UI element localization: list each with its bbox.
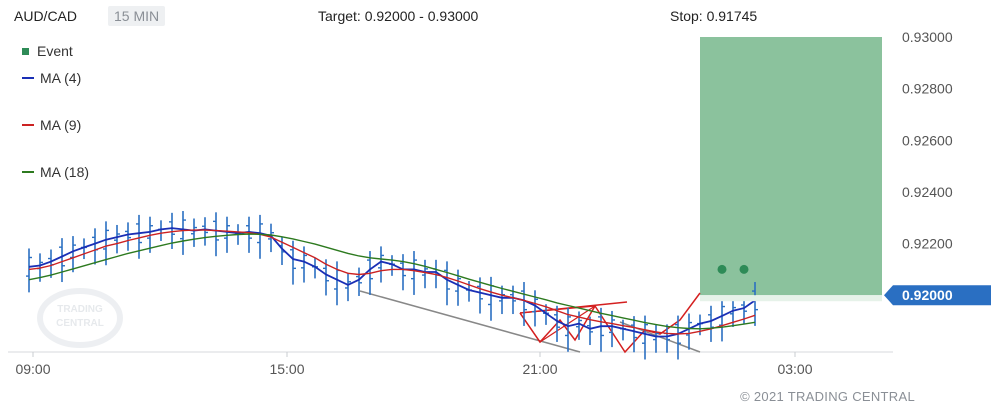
legend-event: Event xyxy=(22,43,73,59)
x-tick-label: 15:00 xyxy=(269,361,304,377)
copyright: © 2021 TRADING CENTRAL xyxy=(740,389,915,404)
interval-badge[interactable]: 15 MIN xyxy=(108,6,166,26)
trading-central-watermark: TRADING CENTRAL xyxy=(37,288,123,348)
ma9-line xyxy=(28,229,756,335)
channel-lines xyxy=(359,290,701,353)
y-axis: 0.93000 0.92800 0.92600 0.92400 0.92200 xyxy=(902,29,953,252)
events xyxy=(717,264,749,274)
watermark-text-2: CENTRAL xyxy=(56,318,104,329)
current-price-text: 0.92000 xyxy=(902,287,953,303)
legend-ma9-label: MA (9) xyxy=(40,117,82,133)
moving-averages xyxy=(28,227,756,338)
legend-ma18-label: MA (18) xyxy=(40,164,90,180)
symbol-label: AUD/CAD xyxy=(14,8,78,24)
ma18-line xyxy=(28,233,756,330)
ma9-swatch xyxy=(22,124,34,126)
y-tick-label: 0.92800 xyxy=(902,81,953,97)
x-tick-label: 09:00 xyxy=(15,361,50,377)
ma4-line xyxy=(28,227,756,338)
ma4-swatch xyxy=(22,77,34,79)
legend-ma9: MA (9) xyxy=(22,117,81,133)
event-marker xyxy=(717,264,727,274)
target-zone-edge xyxy=(700,295,882,302)
x-axis: 09:00 15:00 21:00 03:00 xyxy=(15,352,813,377)
current-price-tag: 0.92000 xyxy=(884,285,991,306)
ma18-swatch xyxy=(22,171,34,173)
stop-label: Stop: 0.91745 xyxy=(670,8,758,24)
watermark-text-1: TRADING xyxy=(57,304,103,315)
x-tick-label: 21:00 xyxy=(522,361,557,377)
y-tick-label: 0.92600 xyxy=(902,132,953,148)
y-tick-label: 0.92400 xyxy=(902,184,953,200)
x-tick-label: 03:00 xyxy=(777,361,812,377)
legend-ma4: MA (4) xyxy=(22,70,81,86)
legend-ma4-label: MA (4) xyxy=(40,70,82,86)
legend-ma18: MA (18) xyxy=(22,164,89,180)
target-label: Target: 0.92000 - 0.93000 xyxy=(318,8,479,24)
channel-lower-left xyxy=(359,290,581,353)
y-tick-label: 0.92200 xyxy=(902,236,953,252)
target-zone xyxy=(700,37,882,296)
event-marker xyxy=(739,264,749,274)
legend-event-label: Event xyxy=(37,43,73,59)
y-tick-label: 0.93000 xyxy=(902,29,953,45)
event-swatch xyxy=(22,47,29,55)
